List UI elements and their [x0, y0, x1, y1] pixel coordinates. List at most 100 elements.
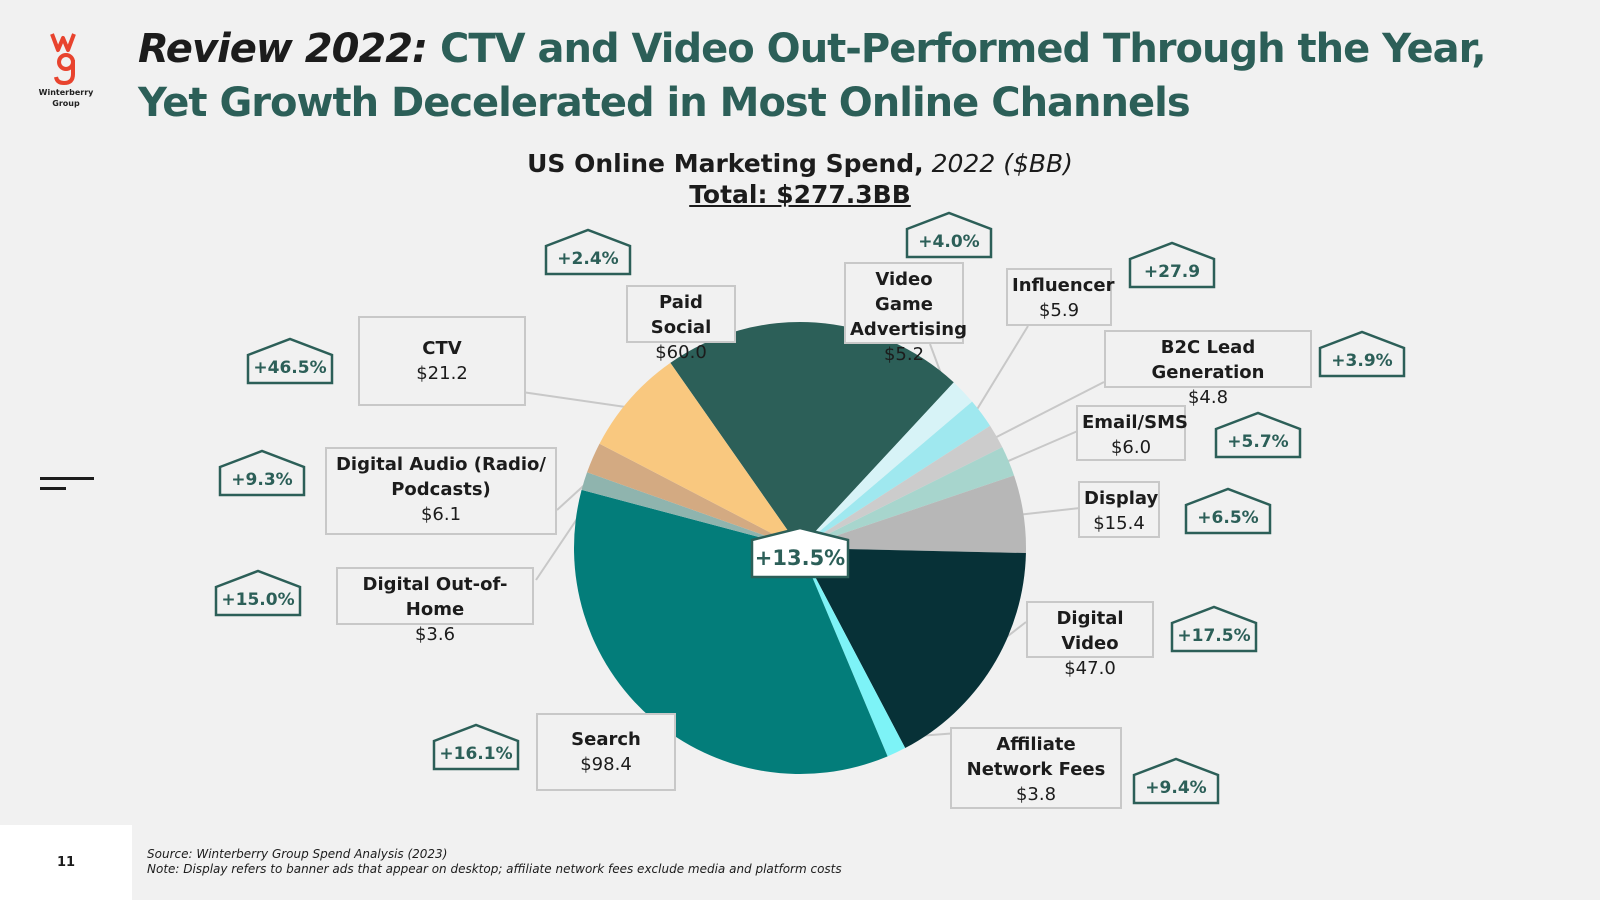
growth-badge-label: +6.5% [1197, 508, 1258, 528]
label-influencer: Influencer $5.9 [1006, 268, 1115, 326]
label-value: $5.9 [1038, 300, 1080, 321]
chart-title-bold: US Online Marketing Spend, [527, 149, 924, 178]
chart-title: US Online Marketing Spend, 2022 ($BB) [0, 148, 1600, 180]
label-display: Display $15.4 [1078, 481, 1160, 538]
label-digital-audio: Digital Audio (Radio/ Podcasts) $6.1 [325, 447, 557, 535]
label-paid-social: Paid Social $60.0 [626, 285, 736, 363]
label-value: $15.4 [1093, 513, 1145, 534]
label-email-sms: Email/SMS $6.0 [1076, 405, 1188, 461]
growth-badge-video-game-advertising: +4.0% [905, 211, 993, 259]
growth-badge-digital-out-of-home: +15.0% [214, 569, 302, 617]
growth-badge-shape [905, 211, 993, 259]
label-value: $5.2 [883, 344, 925, 365]
footer-page-box [0, 825, 132, 900]
label-name: Digital Video [1056, 608, 1124, 654]
slice-digital-video [800, 548, 1026, 749]
growth-badge-affiliate-network-fees: +9.4% [1132, 757, 1220, 805]
growth-badge-label: +2.4% [557, 249, 618, 269]
label-value: $98.4 [580, 754, 632, 775]
chart-total: Total: $277.3BB [689, 180, 911, 209]
logo-text-line1: Winterberry [38, 88, 94, 97]
label-affiliate-network-fees: Affiliate Network Fees $3.8 [950, 727, 1122, 809]
label-name: Email/SMS [1082, 412, 1188, 433]
growth-badge-label: +9.4% [1145, 778, 1206, 798]
footer-source: Source: Winterberry Group Spend Analysis… [147, 847, 842, 877]
growth-badge-label: +9.3% [231, 470, 292, 490]
title-prefix: Review 2022: [138, 26, 428, 72]
label-value: $3.8 [1015, 784, 1057, 805]
label-name: Digital Audio (Radio/ Podcasts) [335, 454, 546, 500]
label-digital-out-of-home: Digital Out-of-Home $3.6 [336, 567, 534, 645]
growth-badge-influencer: +27.9 [1128, 241, 1216, 289]
growth-badge-shape [1184, 487, 1272, 535]
chart-title-italic: 2022 ($BB) [931, 149, 1073, 178]
growth-badge-search: +16.1% [432, 723, 520, 771]
growth-badge-shape [1318, 330, 1406, 378]
leader-line-ctv [521, 391, 643, 411]
label-name: B2C Lead Generation [1151, 337, 1265, 383]
label-ctv: CTV $21.2 [358, 316, 526, 406]
growth-badge-digital-audio-radio-podcasts: +9.3% [218, 449, 306, 497]
label-value: $21.2 [416, 363, 468, 384]
slice-display [800, 475, 1026, 554]
slice-affiliate-network-fees [800, 548, 906, 757]
growth-badge-shape [432, 723, 520, 771]
winterberry-logo: Winterberry Group [30, 30, 102, 108]
section-marker [40, 477, 94, 497]
label-value: $3.6 [414, 624, 456, 645]
slice-ctv [599, 362, 800, 548]
growth-badge-shape [246, 337, 334, 385]
slice-b2c-lead-generation [800, 425, 1003, 548]
growth-badge-ctv: +46.5% [246, 337, 334, 385]
label-name: Affiliate Network Fees [966, 734, 1106, 780]
slice-digital-out-of-home [581, 472, 800, 548]
wg-logo-icon [50, 33, 76, 86]
center-growth-badge: +13.5% [750, 526, 850, 579]
growth-badge-b2c-lead-generation: +3.9% [1318, 330, 1406, 378]
label-b2c-lead-generation: B2C Lead Generation $4.8 [1104, 330, 1312, 408]
slice-email-sms [800, 447, 1015, 548]
growth-badge-shape [1132, 757, 1220, 805]
slice-digital-audio-radio-podcasts [587, 443, 800, 548]
leader-line-b2c-lead-generation [982, 381, 1105, 445]
label-name: Video Game Advertising [850, 269, 967, 340]
label-search: Search $98.4 [536, 713, 676, 791]
label-name: Digital Out-of-Home [362, 574, 508, 620]
growth-badge-shape [214, 569, 302, 617]
label-value: $47.0 [1064, 658, 1116, 679]
growth-badge-label: +3.9% [1331, 351, 1392, 371]
center-growth-label: +13.5% [755, 546, 845, 570]
growth-badge-shape [218, 449, 306, 497]
growth-badge-shape [1214, 411, 1302, 459]
slice-search [574, 489, 888, 774]
source-text: Source: Winterberry Group Spend Analysis… [147, 847, 448, 861]
growth-badge-paid-social: +2.4% [544, 228, 632, 276]
growth-badge-label: +4.0% [918, 232, 979, 252]
label-value: $4.8 [1187, 387, 1229, 408]
title-main: CTV and Video Out-Performed Through the … [138, 26, 1487, 126]
label-value: $60.0 [655, 342, 707, 363]
page-title: Review 2022: CTV and Video Out-Performed… [138, 22, 1558, 130]
growth-badge-shape [544, 228, 632, 276]
growth-badge-display: +6.5% [1184, 487, 1272, 535]
slice-video-game-advertising [800, 382, 973, 548]
slice-paid-social [670, 321, 954, 548]
growth-badge-label: +16.1% [439, 744, 512, 764]
growth-badge-email-sms: +5.7% [1214, 411, 1302, 459]
growth-badge-shape [1128, 241, 1216, 289]
growth-badge-shape [1170, 605, 1258, 653]
leader-line-influencer [967, 325, 1029, 424]
growth-badge-label: +5.7% [1227, 432, 1288, 452]
growth-badge-digital-video: +17.5% [1170, 605, 1258, 653]
label-name: Search [571, 729, 641, 750]
growth-badge-label: +17.5% [1177, 626, 1250, 646]
label-video-game-advertising: Video Game Advertising $5.2 [844, 262, 967, 365]
label-digital-video: Digital Video $47.0 [1026, 601, 1154, 679]
label-value: $6.0 [1110, 437, 1152, 458]
note-text: Note: Display refers to banner ads that … [147, 862, 842, 876]
growth-badge-label: +46.5% [253, 358, 326, 378]
label-name: CTV [422, 338, 462, 359]
page-number: 11 [56, 855, 76, 870]
label-name: Influencer [1012, 275, 1115, 296]
